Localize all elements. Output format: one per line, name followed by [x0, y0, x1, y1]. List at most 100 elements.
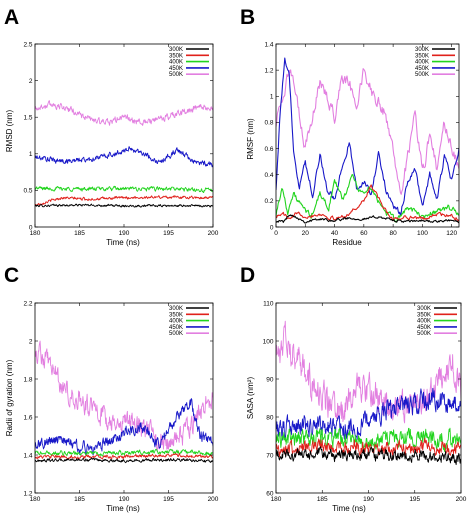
- x-tick-label-b-0: 0: [274, 230, 278, 237]
- y-axis-label-c: Radii of gyration (nm): [5, 359, 14, 436]
- y-tick-label-c-1: 1.4: [23, 452, 32, 459]
- y-tick-label-c-2: 1.6: [23, 414, 32, 421]
- legend-entry-c-400k: 400K: [169, 319, 183, 325]
- x-tick-label-a-2: 190: [119, 230, 130, 237]
- y-tick-label-a-1: 0.5: [23, 188, 32, 195]
- legend-entry-b-300k: 300K: [415, 47, 429, 53]
- x-tick-label-a-1: 185: [74, 230, 85, 237]
- x-tick-label-a-4: 200: [208, 230, 219, 237]
- x-tick-label-c-3: 195: [163, 496, 174, 503]
- plot-area-b: 0 20 40 60 80 100 120 0 0.2 0.4 0.6 0.8 1 1.2 1.4 300K3…: [264, 41, 460, 237]
- x-axis-label-a: Time (ns): [106, 238, 140, 247]
- series-line-b-350k: [276, 184, 459, 222]
- series-line-b-500k: [276, 68, 459, 195]
- plot-area-a: 180 185 190 195 200 0 0.5 1 1.5 2 2.5 300K350K400K4…: [23, 41, 218, 237]
- series-line-d-400k: [276, 427, 461, 453]
- y-tick-label-a-2: 1: [29, 151, 33, 158]
- y-axis-label-a: RMSD (nm): [5, 110, 14, 153]
- legend-entry-b-400k: 400K: [415, 60, 429, 66]
- legend-entry-d-300k: 300K: [417, 306, 431, 312]
- y-tick-label-b-7: 1.4: [264, 41, 273, 48]
- series-line-c-300k: [35, 457, 213, 464]
- x-tick-label-c-2: 190: [119, 496, 130, 503]
- x-tick-label-c-4: 200: [208, 496, 219, 503]
- series-line-c-350k: [35, 453, 213, 460]
- panel-c-radius-of-gyration: C Time (ns) Radii of gyration (nm) 180 18…: [4, 264, 219, 513]
- series-line-a-400k: [35, 185, 213, 194]
- series-group-a: [35, 100, 213, 208]
- series-line-c-450k: [35, 398, 213, 456]
- series-line-a-300k: [35, 203, 213, 208]
- series-line-b-300k: [276, 214, 459, 224]
- y-tick-label-d-0: 60: [266, 490, 274, 497]
- series-line-c-400k: [35, 448, 213, 457]
- series-line-a-450k: [35, 146, 213, 168]
- x-tick-label-c-1: 185: [74, 496, 85, 503]
- series-group-b: [276, 57, 459, 224]
- y-axis-label-b: RMSF (nm): [246, 118, 255, 160]
- y-tick-label-a-4: 2: [29, 78, 33, 85]
- series-group-c: [35, 340, 213, 464]
- x-tick-label-b-6: 120: [446, 230, 457, 237]
- x-tick-label-d-0: 180: [271, 496, 282, 503]
- x-tick-label-d-3: 195: [409, 496, 420, 503]
- panel-letter-c: C: [4, 264, 19, 287]
- y-tick-label-b-2: 0.4: [264, 172, 273, 179]
- series-line-a-500k: [35, 100, 213, 126]
- x-tick-label-b-1: 20: [302, 230, 310, 237]
- x-tick-label-a-3: 195: [163, 230, 174, 237]
- y-tick-label-d-4: 100: [263, 338, 274, 345]
- legend-entry-c-350k: 350K: [169, 312, 183, 318]
- panel-d-sasa: D Time (ns) SASA (nm²) 180 185 190 195 200 60…: [240, 264, 467, 513]
- y-tick-label-d-2: 80: [266, 414, 274, 421]
- legend-entry-a-450k: 450K: [169, 66, 183, 72]
- legend-entry-d-350k: 350K: [417, 312, 431, 318]
- y-tick-label-d-1: 70: [266, 452, 274, 459]
- y-tick-label-b-0: 0: [270, 224, 274, 231]
- legend-entry-a-300k: 300K: [169, 47, 183, 53]
- y-tick-label-c-0: 1.2: [23, 490, 32, 497]
- legend-entry-c-300k: 300K: [169, 306, 183, 312]
- legend-entry-d-500k: 500K: [417, 331, 431, 337]
- series-line-d-450k: [276, 387, 461, 441]
- y-tick-label-b-3: 0.6: [264, 146, 273, 153]
- series-line-d-300k: [276, 446, 461, 466]
- x-tick-label-a-0: 180: [30, 230, 41, 237]
- plot-area-d: 180 185 190 195 200 60 70 80 90 100 110 300K350K400…: [263, 300, 467, 503]
- plot-frame-a: [34, 43, 214, 228]
- legend-entry-c-500k: 500K: [169, 331, 183, 337]
- legend-entry-b-500k: 500K: [415, 72, 429, 78]
- legend-entry-c-450k: 450K: [169, 325, 183, 331]
- series-line-d-500k: [276, 320, 461, 424]
- series-line-c-500k: [35, 340, 213, 452]
- plot-frame-c: [34, 302, 214, 494]
- plot-area-c: 180 185 190 195 2001.21.41.61.822.2300K350K4…: [23, 300, 218, 503]
- panel-b-rmsf: B Residue RMSF (nm) 0 20 40 60 80 100 12000.20…: [240, 6, 460, 247]
- series-group-d: [276, 320, 461, 466]
- y-tick-label-a-0: 0: [29, 224, 33, 231]
- x-tick-label-b-5: 100: [417, 230, 428, 237]
- x-tick-label-c-0: 180: [30, 496, 41, 503]
- legend-entry-a-500k: 500K: [169, 72, 183, 78]
- panel-letter-a: A: [4, 6, 19, 29]
- x-axis-label-c: Time (ns): [106, 504, 140, 513]
- legend-entry-a-350k: 350K: [169, 53, 183, 59]
- series-line-a-350k: [35, 195, 213, 206]
- y-tick-label-b-4: 0.8: [264, 120, 273, 127]
- y-tick-label-c-4: 2: [29, 338, 33, 345]
- y-tick-label-b-5: 1: [270, 94, 274, 101]
- legend-entry-b-350k: 350K: [415, 53, 429, 59]
- x-tick-label-b-3: 60: [360, 230, 368, 237]
- y-tick-label-b-6: 1.2: [264, 67, 273, 74]
- x-tick-label-d-2: 190: [363, 496, 374, 503]
- panel-letter-d: D: [240, 264, 255, 287]
- y-tick-label-c-3: 1.8: [23, 376, 32, 383]
- series-line-b-450k: [276, 57, 459, 216]
- panel-letter-b: B: [240, 6, 255, 29]
- legend-entry-d-450k: 450K: [417, 325, 431, 331]
- x-tick-label-d-1: 185: [317, 496, 328, 503]
